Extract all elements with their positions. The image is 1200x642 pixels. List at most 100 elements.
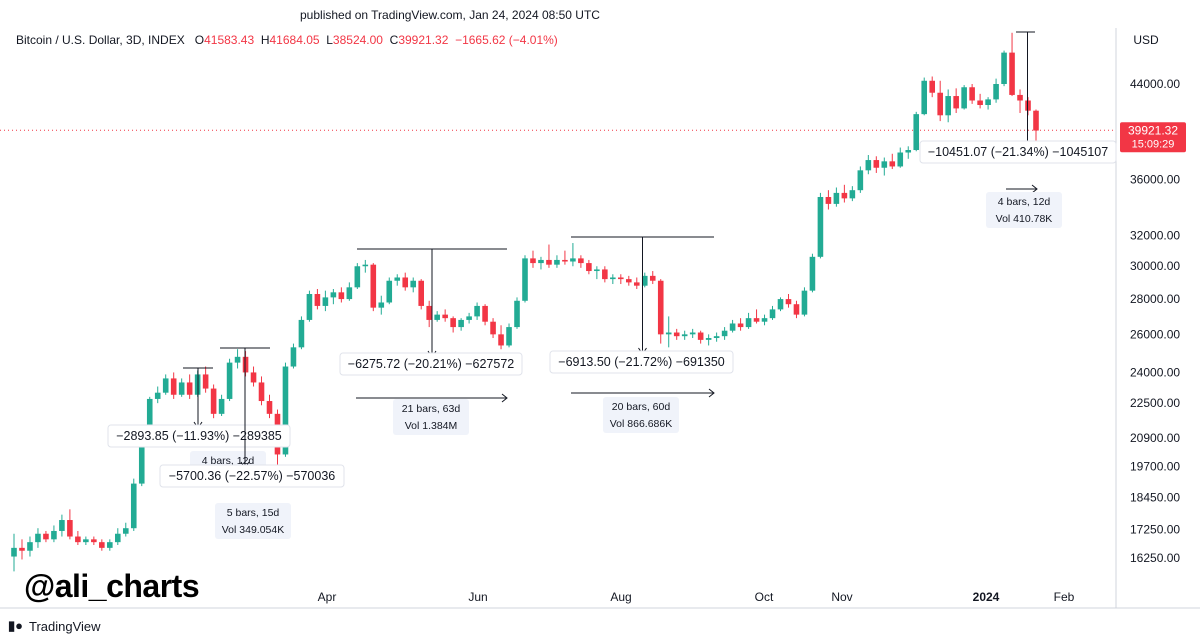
candle-body-119 bbox=[961, 87, 967, 109]
candle-body-102 bbox=[825, 196, 832, 204]
candle-body-111 bbox=[897, 152, 904, 167]
measure-label-box-2 bbox=[339, 352, 523, 376]
change-value: −1665.62 (−4.01%) bbox=[455, 33, 558, 47]
measure-info-box-1 bbox=[215, 503, 291, 539]
open-label: O bbox=[194, 33, 205, 47]
candle-body-8 bbox=[75, 536, 81, 543]
candle-body-83 bbox=[673, 332, 680, 337]
candle-body-58 bbox=[474, 305, 480, 317]
measure-bars-4: 4 bars, 12d bbox=[998, 196, 1051, 208]
x-tick-label-3: Oct bbox=[755, 590, 774, 604]
time-arrow-head-3 bbox=[708, 388, 715, 398]
candle-body-30 bbox=[250, 372, 257, 383]
candle-body-1 bbox=[19, 547, 25, 551]
candle-body-18 bbox=[154, 392, 161, 399]
candle-body-25 bbox=[210, 388, 217, 414]
candle-body-125 bbox=[1009, 52, 1015, 95]
candle-body-95 bbox=[769, 309, 776, 319]
measure-label-box-3 bbox=[549, 350, 734, 374]
candle-body-21 bbox=[178, 382, 185, 395]
low-label: L bbox=[326, 33, 333, 47]
currency-label: USD bbox=[1133, 33, 1159, 47]
ohlc-legend: Bitcoin / U.S. Dollar, 3D, INDEX O41583.… bbox=[16, 33, 558, 47]
candle-body-3 bbox=[35, 533, 41, 543]
candle-body-109 bbox=[881, 161, 888, 168]
candle-body-29 bbox=[242, 356, 249, 373]
y-tick-label-8: 20900.00 bbox=[1130, 431, 1180, 445]
candle-body-118 bbox=[953, 96, 959, 109]
candle-body-124 bbox=[1001, 52, 1007, 84]
measure-info-box-4 bbox=[986, 192, 1062, 228]
candle-body-66 bbox=[538, 259, 544, 264]
candle-body-24 bbox=[202, 374, 209, 389]
candle-body-73 bbox=[594, 269, 600, 272]
candle-body-31 bbox=[258, 382, 265, 402]
candle-body-67 bbox=[546, 259, 552, 265]
candle-body-22 bbox=[186, 382, 193, 395]
measure-label-0: −2893.85 (−11.93%) −289385 bbox=[116, 429, 282, 443]
candle-body-60 bbox=[490, 321, 496, 335]
candle-body-43 bbox=[354, 266, 361, 288]
candle-body-42 bbox=[346, 287, 353, 300]
tv-logo-text: TradingView bbox=[29, 618, 101, 634]
candle-body-106 bbox=[857, 170, 864, 191]
candle-body-9 bbox=[83, 539, 89, 543]
y-tick-label-9: 19700.00 bbox=[1130, 459, 1180, 473]
x-tick-label-5: 2024 bbox=[973, 590, 1000, 604]
measure-bars-2: 21 bars, 63d bbox=[402, 403, 461, 415]
candle-body-64 bbox=[522, 258, 528, 301]
price-chart[interactable]: −2893.85 (−11.93%) −289385 4 bars, 12d −57… bbox=[0, 0, 1200, 614]
candle-body-39 bbox=[322, 297, 329, 306]
candle-body-110 bbox=[889, 161, 896, 167]
candle-body-89 bbox=[721, 330, 728, 337]
measure-annotation-1: −5700.36 (−22.57%) −570036 5 bars, 15d Vol… bbox=[159, 347, 345, 539]
candle-body-114 bbox=[921, 80, 928, 115]
candle-body-54 bbox=[442, 314, 448, 319]
candle-body-100 bbox=[809, 256, 816, 291]
high-label: H bbox=[260, 33, 270, 47]
candle-body-68 bbox=[554, 259, 560, 265]
y-tick-label-7: 22500.00 bbox=[1130, 396, 1180, 410]
candle-body-34 bbox=[282, 366, 289, 455]
candle-body-40 bbox=[330, 292, 337, 298]
candle-body-15 bbox=[130, 483, 137, 529]
candle-body-99 bbox=[801, 290, 808, 315]
measure-vol-4: Vol 410.78K bbox=[996, 213, 1053, 225]
candle-body-20 bbox=[170, 378, 177, 395]
close-label: C bbox=[389, 33, 399, 47]
measure-label-box-1 bbox=[159, 464, 345, 488]
candle-body-81 bbox=[657, 280, 664, 335]
candle-body-105 bbox=[849, 190, 856, 199]
measure-label-2: −6275.72 (−20.21%) −627572 bbox=[348, 357, 515, 371]
y-tick-label-11: 17250.00 bbox=[1130, 523, 1180, 537]
x-tick-label-1: Jun bbox=[468, 590, 487, 604]
candle-body-36 bbox=[298, 319, 305, 348]
candle-body-10 bbox=[91, 539, 97, 543]
candle-body-126 bbox=[1017, 94, 1023, 101]
candle-body-44 bbox=[362, 264, 369, 267]
candle-body-70 bbox=[570, 258, 576, 262]
candle-body-12 bbox=[107, 542, 113, 548]
y-tick-label-6: 24000.00 bbox=[1130, 365, 1180, 379]
candle-body-51 bbox=[418, 280, 424, 306]
candle-body-14 bbox=[122, 528, 129, 534]
candle-body-121 bbox=[977, 100, 983, 106]
candle-body-86 bbox=[697, 332, 704, 340]
measure-bars-3: 20 bars, 60d bbox=[612, 401, 671, 413]
y-tick-label-2: 32000.00 bbox=[1130, 229, 1180, 243]
candle-body-16 bbox=[138, 440, 145, 484]
candle-body-98 bbox=[793, 304, 800, 315]
candle-body-4 bbox=[43, 533, 49, 540]
candle-body-113 bbox=[913, 114, 920, 151]
candle-body-107 bbox=[865, 160, 872, 171]
candle-body-46 bbox=[378, 302, 385, 308]
high-value: 41684.05 bbox=[269, 33, 320, 47]
tradingview-logo: ▮● TradingView bbox=[8, 618, 101, 634]
candle-body-78 bbox=[633, 282, 640, 286]
candle-body-59 bbox=[482, 305, 488, 322]
candle-body-115 bbox=[929, 80, 935, 93]
candle-body-71 bbox=[578, 258, 584, 264]
y-tick-label-4: 28000.00 bbox=[1130, 292, 1180, 306]
x-tick-label-4: Nov bbox=[831, 590, 852, 604]
candle-body-112 bbox=[905, 150, 912, 153]
